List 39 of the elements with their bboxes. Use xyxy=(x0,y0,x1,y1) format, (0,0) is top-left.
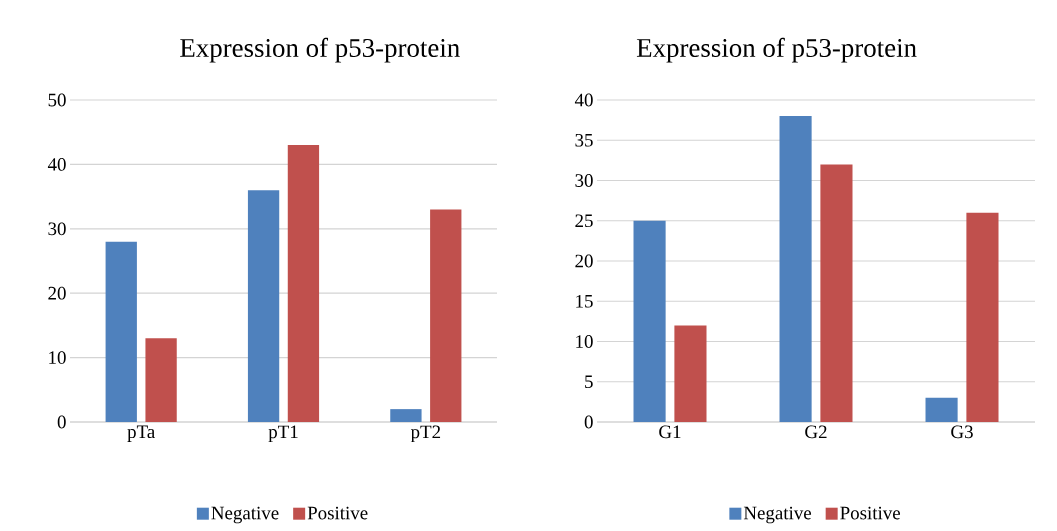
y-tick-label: 0 xyxy=(584,415,593,429)
chart-title: Expression of p53-protein xyxy=(180,37,460,63)
legend-label: Negative xyxy=(743,506,812,524)
y-tick-label: 40 xyxy=(574,93,593,107)
y-tick-label: 10 xyxy=(49,351,66,364)
y-tick-label: 15 xyxy=(576,294,593,308)
legend-label: Positive xyxy=(307,506,368,520)
legend-label: Negative xyxy=(211,506,279,524)
y-tick-label: 40 xyxy=(47,158,66,171)
y-tick-label: 30 xyxy=(575,174,593,187)
bar xyxy=(247,190,280,422)
y-tick-label: 20 xyxy=(48,286,66,300)
bar xyxy=(674,325,707,422)
bar xyxy=(925,397,958,422)
y-tick-label: 0 xyxy=(57,415,66,429)
x-tick-label: G2 xyxy=(805,425,827,439)
y-tick-label: 35 xyxy=(575,133,593,147)
bar xyxy=(390,409,422,422)
x-tick-label: pTa xyxy=(127,425,155,442)
bar xyxy=(779,116,812,422)
legend-label: Positive xyxy=(840,506,901,520)
bar xyxy=(820,164,853,422)
x-tick-label: pT1 xyxy=(268,425,298,443)
bar xyxy=(145,338,177,422)
y-tick-label: 30 xyxy=(48,222,66,236)
x-tick-label: pT2 xyxy=(410,425,441,443)
y-tick-label: 10 xyxy=(576,335,593,348)
chart-title: Expression of p53-protein xyxy=(636,37,917,63)
y-tick-label: 50 xyxy=(48,93,66,107)
y-tick-label: 25 xyxy=(575,214,593,228)
bar xyxy=(633,220,666,422)
x-tick-label: G3 xyxy=(951,425,973,439)
bar xyxy=(430,209,462,422)
y-tick-label: 5 xyxy=(585,375,593,389)
bar xyxy=(966,212,999,422)
x-tick-label: G1 xyxy=(659,425,681,439)
bar xyxy=(287,145,320,422)
bar xyxy=(105,241,137,422)
y-tick-label: 20 xyxy=(575,254,593,268)
